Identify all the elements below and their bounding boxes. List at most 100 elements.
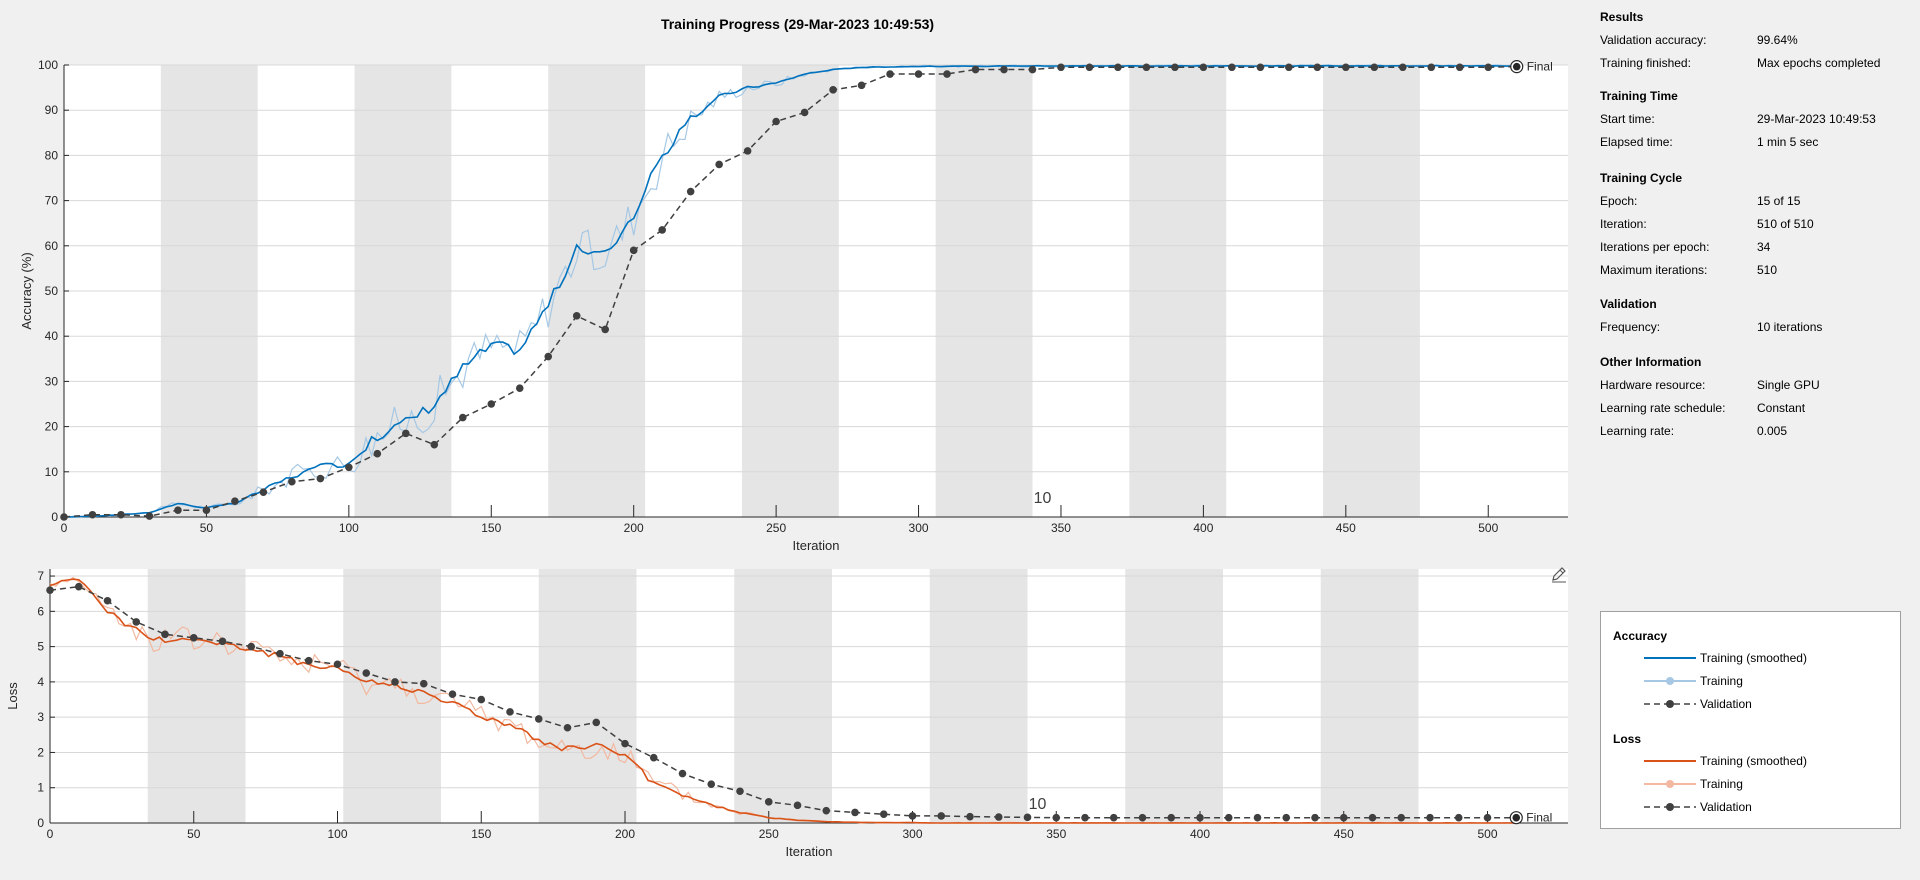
- loss-validation-point: [506, 708, 514, 716]
- loss-final-label: Final: [1526, 811, 1552, 825]
- loss-validation-point: [1339, 813, 1348, 822]
- acc-validation-point: [1085, 63, 1094, 72]
- acc-validation-point: [1057, 63, 1065, 72]
- loss-epoch-band: [929, 569, 1028, 823]
- acc-validation-point: [1199, 63, 1208, 72]
- loss-validation-point: [707, 780, 716, 788]
- acc-validation-point: [1171, 63, 1179, 72]
- acc-validation-point: [345, 463, 353, 472]
- acc-validation-point: [943, 70, 951, 78]
- legend-acc-training: Training: [1700, 674, 1743, 688]
- loss-validation-point: [1167, 813, 1176, 822]
- acc-validation-point: [1285, 63, 1293, 72]
- legend-acc-validation: Validation: [1700, 697, 1752, 711]
- loss-validation-point: [793, 801, 802, 810]
- loss-validation-point: [247, 642, 256, 651]
- info-row-label: Validation accuracy:: [1600, 33, 1707, 47]
- loss-x-tick-label: 0: [47, 827, 54, 841]
- loss-validation-point: [1023, 813, 1032, 822]
- loss-y-axis-label: Loss: [5, 682, 20, 710]
- acc-validation-point: [1398, 63, 1407, 72]
- acc-y-tick-label: 90: [45, 103, 59, 117]
- acc-epoch-label: 10: [1034, 490, 1052, 507]
- loss-x-axis-label: Iteration: [786, 844, 833, 859]
- info-section-title: Training Cycle: [1600, 171, 1683, 185]
- acc-y-tick-label: 80: [45, 148, 59, 162]
- loss-y-tick-label: 1: [37, 781, 44, 795]
- acc-validation-point: [515, 384, 524, 392]
- loss-validation-point: [362, 669, 371, 677]
- acc-y-tick-label: 0: [51, 510, 58, 524]
- loss-final-point: [1512, 813, 1521, 822]
- loss-x-tick-label: 50: [187, 827, 201, 841]
- info-row-value: Max epochs completed: [1757, 56, 1881, 70]
- loss-epoch-band: [1125, 569, 1223, 823]
- edit-pen-icon[interactable]: [1550, 566, 1568, 584]
- loss-validation-point: [736, 787, 744, 796]
- acc-y-tick-label: 40: [45, 329, 59, 343]
- acc-validation-point: [145, 512, 154, 520]
- acc-y-axis-label: Accuracy (%): [19, 252, 34, 329]
- legend-acc-smoothed: Training (smoothed): [1700, 651, 1807, 665]
- loss-x-tick-label: 300: [902, 827, 922, 841]
- loss-validation-point: [621, 739, 629, 748]
- info-row-value: Single GPU: [1757, 378, 1820, 392]
- loss-validation-point: [419, 679, 428, 688]
- loss-x-tick-label: 100: [327, 827, 347, 841]
- loss-x-tick-label: 200: [615, 827, 635, 841]
- acc-validation-point: [1114, 63, 1122, 72]
- acc-validation-point: [971, 65, 980, 74]
- acc-validation-point: [829, 86, 837, 94]
- loss-plot: 0 50 100 150 200 250 300 350 400 450 500 0 1 2 3 4 5 6 7 It…: [5, 569, 1568, 859]
- loss-validation-point: [1081, 813, 1089, 822]
- info-section-title: Results: [1600, 10, 1644, 24]
- acc-validation-point: [1142, 63, 1151, 72]
- legend-acc-validation-swatch: [1644, 700, 1696, 708]
- acc-validation-point: [886, 70, 894, 78]
- loss-validation-point: [966, 812, 974, 821]
- info-row-label: Elapsed time:: [1600, 135, 1673, 149]
- acc-validation-point: [857, 81, 866, 90]
- acc-validation-point: [373, 449, 382, 458]
- accuracy-plot: 0 50 100 150 200 250 300 350 400 450 500 0 10 20 30 40 5…: [19, 58, 1568, 553]
- loss-y-tick-label: 2: [37, 745, 44, 759]
- acc-y-tick-label: 60: [45, 239, 59, 253]
- acc-validation-point: [88, 510, 97, 519]
- loss-x-tick-label: 150: [471, 827, 491, 841]
- loss-y-tick-label: 6: [37, 604, 44, 618]
- legend-loss-training-swatch: [1644, 780, 1696, 788]
- acc-y-tick-label: 50: [45, 284, 59, 298]
- acc-y-tick-label: 100: [38, 58, 58, 72]
- acc-x-tick-label: 450: [1336, 521, 1356, 535]
- acc-validation-point: [629, 246, 638, 255]
- acc-validation-point: [458, 413, 467, 422]
- loss-validation-point: [74, 582, 83, 591]
- loss-validation-point: [1311, 813, 1319, 822]
- info-row-label: Learning rate schedule:: [1600, 401, 1726, 415]
- loss-validation-point: [592, 718, 601, 727]
- loss-validation-point: [937, 812, 946, 820]
- acc-validation-point: [487, 400, 496, 408]
- acc-validation-point: [1455, 63, 1464, 72]
- info-row-label: Iteration:: [1600, 217, 1647, 231]
- loss-validation-point: [1454, 813, 1463, 822]
- loss-validation-point: [1138, 813, 1147, 822]
- acc-validation-point: [1427, 63, 1436, 72]
- loss-validation-point: [994, 813, 1003, 821]
- info-row-value: 29-Mar-2023 10:49:53: [1757, 112, 1876, 126]
- loss-validation-point: [1282, 813, 1291, 822]
- loss-validation-point: [1483, 813, 1492, 822]
- acc-x-tick-label: 500: [1478, 521, 1498, 535]
- loss-epoch-band: [538, 569, 637, 823]
- acc-validation-point: [60, 513, 68, 521]
- acc-validation-point: [1028, 65, 1037, 74]
- loss-validation-point: [46, 586, 54, 594]
- legend-loss-smoothed: Training (smoothed): [1700, 754, 1807, 768]
- info-section-title: Validation: [1600, 297, 1657, 311]
- loss-epoch-band: [343, 569, 441, 823]
- acc-validation-point: [1313, 63, 1322, 72]
- loss-validation-point: [764, 798, 773, 806]
- acc-y-tick-label: 70: [45, 194, 59, 208]
- acc-x-axis-label: Iteration: [793, 538, 840, 553]
- acc-validation-point: [686, 187, 695, 196]
